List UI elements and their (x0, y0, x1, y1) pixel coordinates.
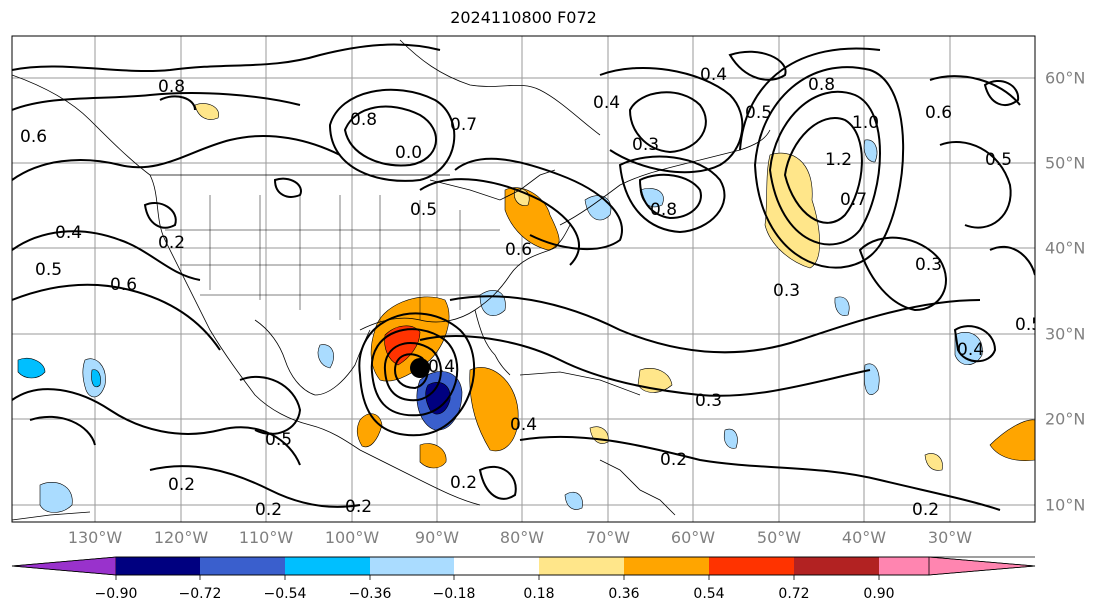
lon-label: 60°W (670, 528, 716, 547)
colorbar-tick-label: 0.72 (778, 586, 810, 602)
colorbar-tick-label: 0.90 (863, 586, 895, 602)
colorbar-tick-label: −0.36 (348, 586, 392, 602)
contour-label: 0.5 (745, 103, 772, 123)
lon-label: 80°W (499, 528, 545, 547)
contour-label: 0.8 (808, 75, 835, 95)
colorbar-tick-label: −0.54 (263, 586, 307, 602)
state-borders (165, 195, 520, 325)
lat-label: 50°N (1045, 153, 1086, 173)
lon-label: 100°W (324, 528, 380, 547)
lon-label: 70°W (585, 528, 631, 547)
colorbar-segment (11, 556, 117, 576)
contour-lines (12, 43, 1035, 511)
colorbar-segment (285, 557, 370, 575)
colorbar-segment (116, 557, 200, 575)
contour-label: 0.3 (915, 255, 942, 275)
lat-label: 40°N (1045, 238, 1086, 258)
contour-label: 1.2 (825, 150, 852, 170)
lon-label: 130°W (67, 528, 123, 547)
colorbar-tick-label: −0.18 (432, 586, 476, 602)
colorbar-tick-label: 0.36 (608, 586, 640, 602)
contour-label: 0.3 (773, 281, 800, 301)
contour-label: 0.8 (350, 110, 377, 130)
contour-label: 0.2 (255, 500, 282, 520)
contour-label: 0.5 (265, 430, 292, 450)
contour-label: 0.2 (168, 475, 195, 495)
contour-label: 0.0 (395, 143, 422, 163)
contour-label: 0.4 (957, 340, 984, 360)
contour-label: 0.4 (593, 93, 620, 113)
contour-label: 0.8 (158, 77, 185, 97)
contour-label: 0.8 (650, 200, 677, 220)
colorbar-segment (370, 557, 454, 575)
contour-label: 0.6 (110, 275, 137, 295)
lon-label: 120°W (153, 528, 209, 547)
contour-label: 0.7 (840, 190, 867, 210)
contour-label: 0.5 (985, 150, 1012, 170)
storm-center-marker (410, 358, 430, 378)
map-area: 0.8 0.6 0.4 0.5 0.6 0.2 0.8 0.0 0.7 0.5 … (12, 36, 1042, 522)
colorbar-segment (794, 557, 879, 575)
lon-label: 30°W (927, 528, 973, 547)
contour-label: 0.6 (925, 103, 952, 123)
colorbar-segment (879, 557, 929, 575)
lon-label: 40°W (841, 528, 887, 547)
contour-label-group: 0.8 0.6 0.4 0.5 0.6 0.2 0.8 0.0 0.7 0.5 … (20, 65, 1042, 520)
contour-label: 0.2 (660, 450, 687, 470)
contour-label: 0.7 (450, 115, 477, 135)
colorbar-segment (928, 556, 1036, 576)
colorbar (11, 556, 1036, 580)
colorbar-segment (539, 557, 624, 575)
lon-label: 110°W (238, 528, 294, 547)
contour-label: 0.5 (1015, 315, 1042, 335)
contour-label: 0.6 (505, 240, 532, 260)
colorbar-tick-label: 0.18 (523, 586, 555, 602)
lat-label: 30°N (1045, 324, 1086, 344)
contour-label: 1.0 (852, 113, 879, 133)
contour-label: 0.4 (700, 65, 727, 85)
contour-label: 0.5 (35, 260, 62, 280)
contour-label: 0.4 (428, 357, 455, 377)
contour-label: 0.2 (345, 497, 372, 517)
contour-label: 0.3 (632, 135, 659, 155)
contour-label: 0.2 (450, 473, 477, 493)
lon-label: 50°W (756, 528, 802, 547)
contour-label: 0.2 (158, 233, 185, 253)
lon-label: 90°W (414, 528, 460, 547)
contour-label: 0.5 (410, 200, 437, 220)
colorbar-tick-label: 0.54 (693, 586, 725, 602)
contour-label: 0.4 (55, 223, 82, 243)
contour-label: 0.3 (695, 391, 722, 411)
lat-label: 10°N (1045, 495, 1086, 515)
map-frame (11, 35, 1036, 523)
colorbar-segment (200, 557, 285, 575)
map-title: 2024110800 F072 (450, 8, 597, 27)
contour-label: 0.6 (20, 127, 47, 147)
colorbar-segment (624, 557, 709, 575)
lat-label: 20°N (1045, 409, 1086, 429)
coastlines (12, 39, 771, 521)
colorbar-segment (709, 557, 794, 575)
contour-label: 0.4 (510, 415, 537, 435)
colorbar-tick-label: −0.72 (178, 586, 222, 602)
gridlines (12, 36, 1035, 522)
colorbar-tick-label: −0.90 (94, 586, 138, 602)
colorbar-segment (454, 557, 539, 575)
contour-label: 0.2 (912, 500, 939, 520)
lat-label: 60°N (1045, 68, 1086, 88)
